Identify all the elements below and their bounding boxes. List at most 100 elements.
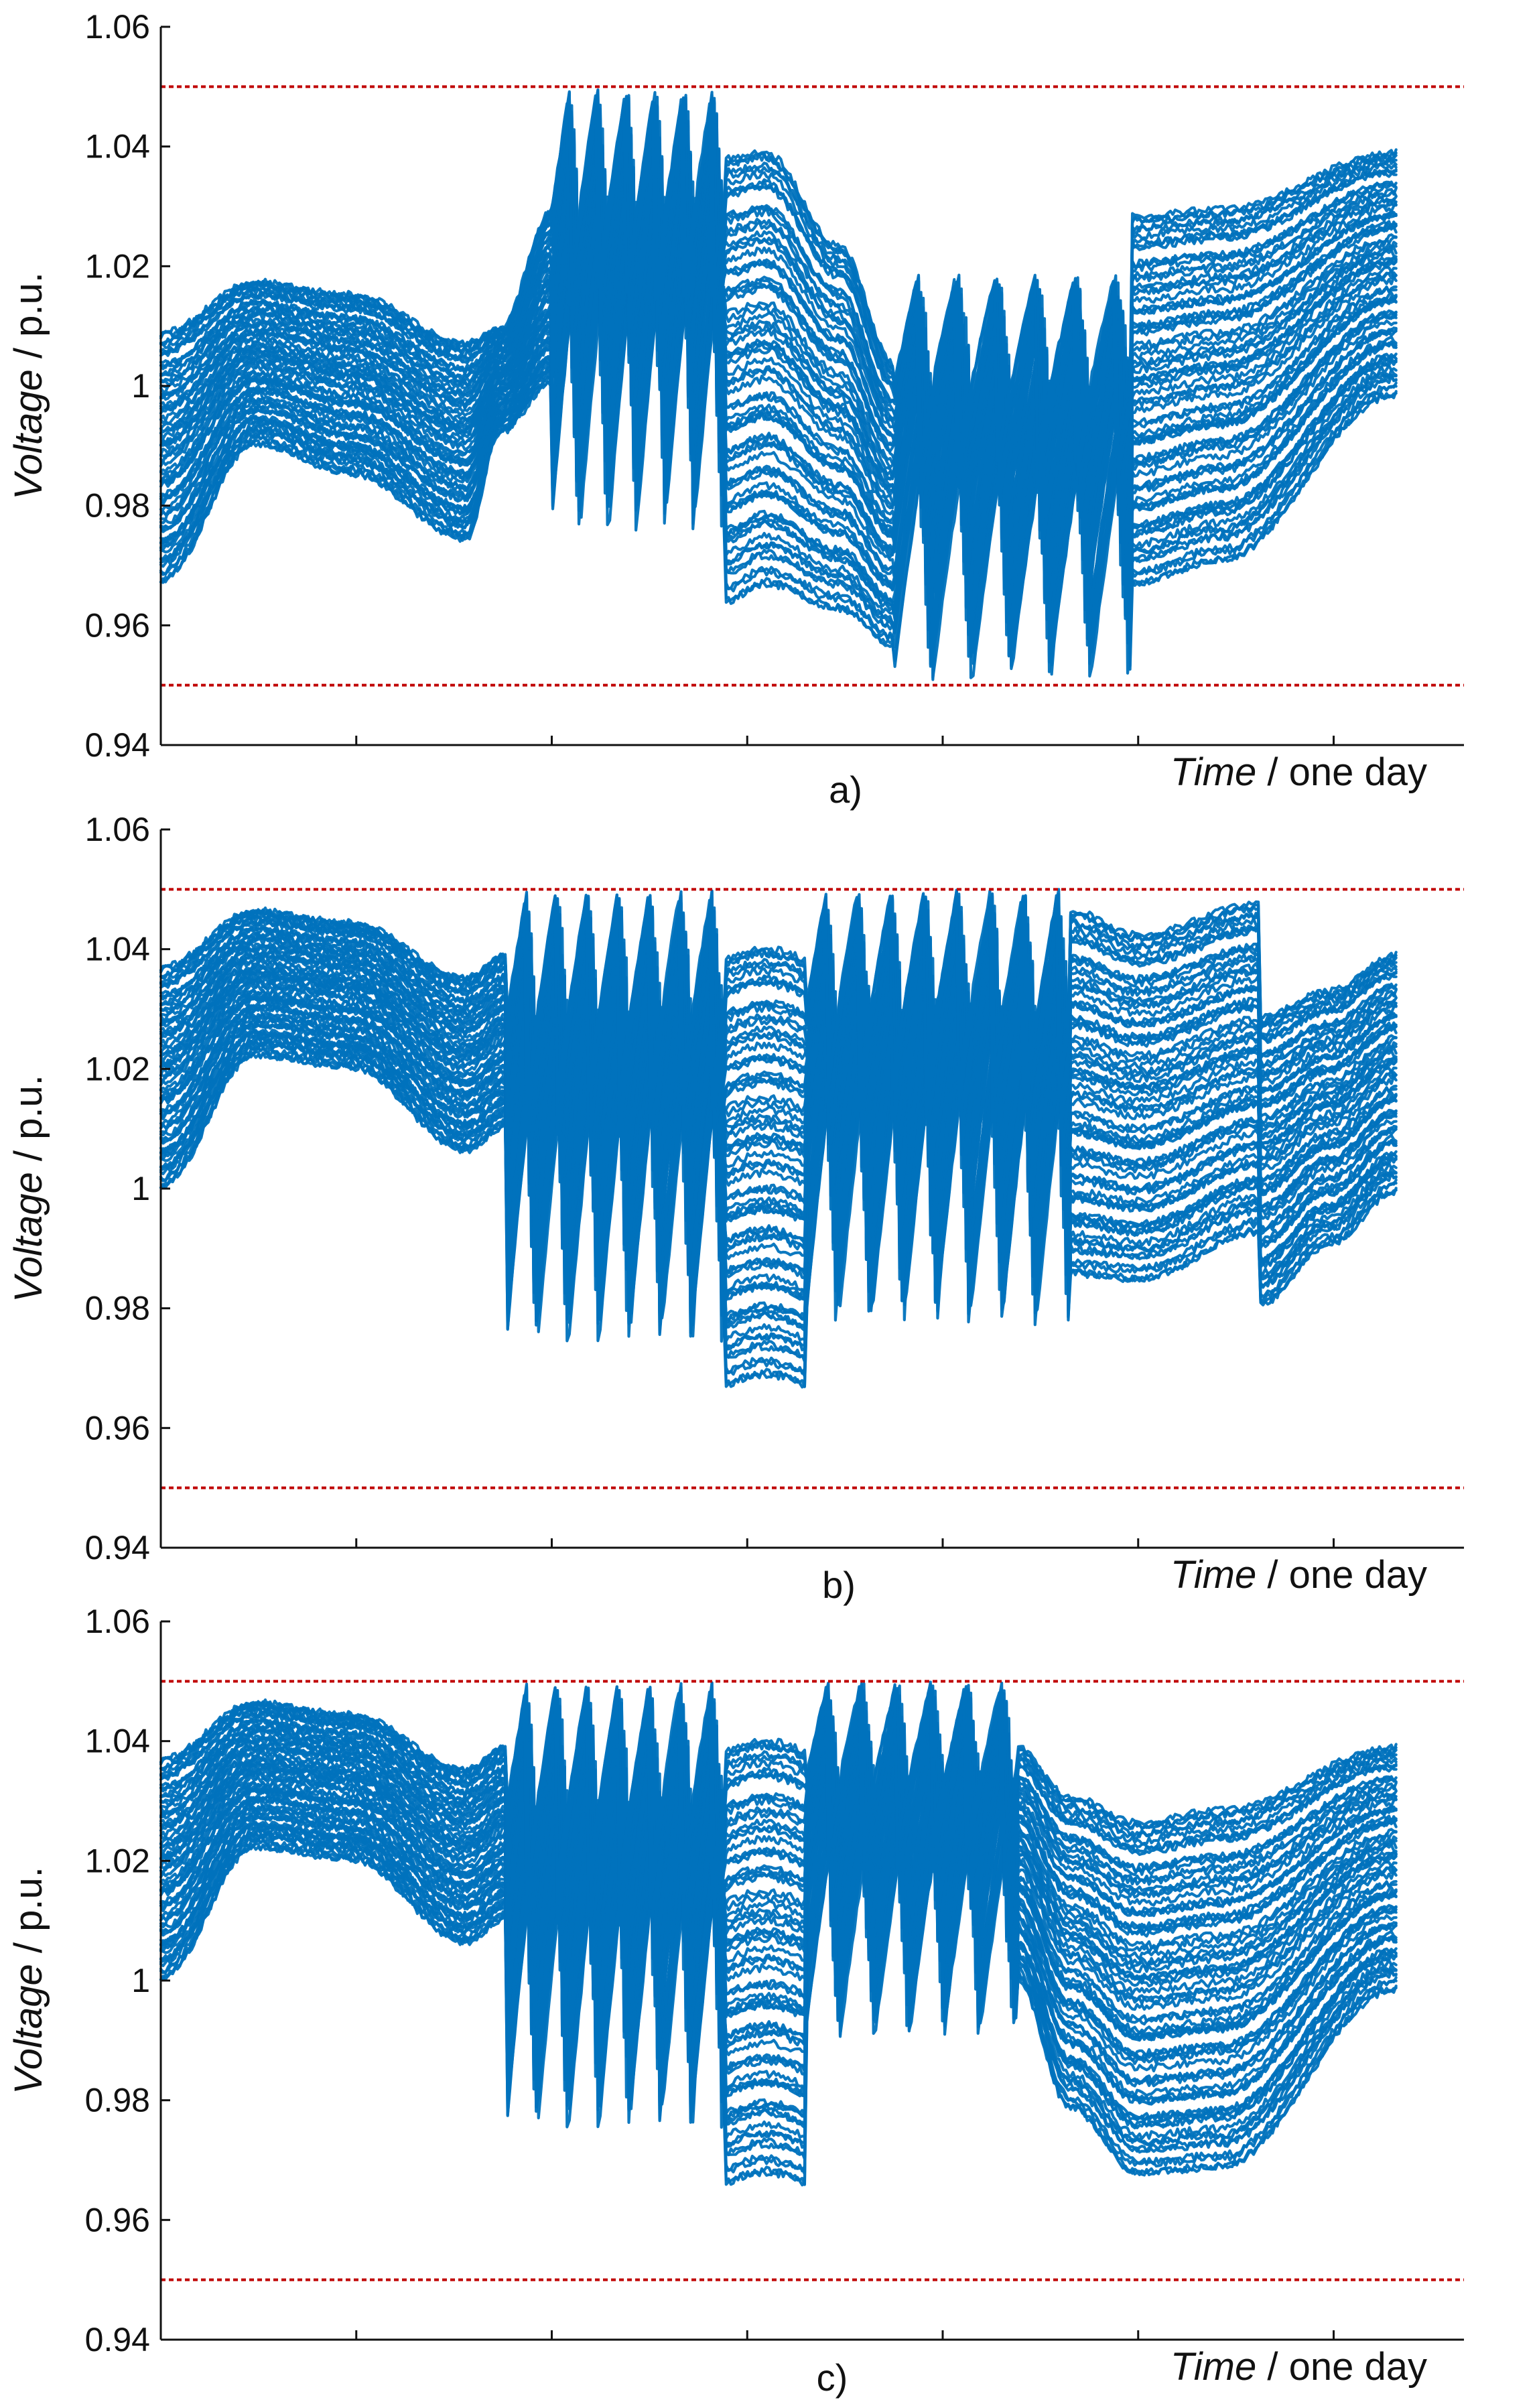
panel-c-bus-voltage-line-58 (159, 1697, 1398, 1938)
panel-b-label: b) (822, 1564, 856, 1606)
panel-a-bus-voltage-line-70 (159, 93, 1398, 464)
panel-b-y-tick-label-1: 0.96 (85, 1409, 150, 1447)
panel-a-label: a) (829, 768, 862, 811)
panel-b-bus-voltage-line-61 (159, 897, 1398, 1137)
panel-c-y-tick-label-6: 1.06 (85, 1603, 150, 1640)
panel-a-bus-voltage-line-6 (159, 205, 1398, 658)
panel-c-bus-voltage-line-36 (159, 1721, 1398, 2015)
panel-a-bus-voltage-line-47 (159, 117, 1398, 540)
panel-a-bus-voltage-line-31 (159, 149, 1398, 590)
panel-c-bus-voltage-line-66 (159, 1688, 1398, 1907)
panel-b-y-tick-label-4: 1.02 (85, 1050, 150, 1087)
panel-b-x-axis-label-time: Time (1171, 1553, 1256, 1597)
panel-c-bus-voltage-line-17 (159, 1753, 1398, 2105)
panel-b-y-ticks: 0.94 0.96 0.98 1 1.02 1.04 1.06 (85, 811, 170, 1566)
panel-c-bus-voltage-line-33 (159, 1725, 1398, 2026)
panel-a-bus-voltage-line-26 (159, 158, 1398, 609)
panel-a-bus-voltage-line-18 (159, 178, 1398, 624)
panel-b-y-tick-label-3: 1 (131, 1170, 150, 1207)
panel-a-y-axis-label-voltage: Voltage (7, 369, 50, 500)
panel-c-bus-voltage-line-71 (159, 1682, 1398, 1894)
panel-c-y-tick-label-2: 0.98 (85, 2082, 150, 2119)
panel-b-bus-voltage-line-2 (159, 1015, 1398, 1389)
panel-b-x-axis-label: Time / one day (1171, 1553, 1427, 1597)
panel-c-y-axis-label: Voltage / p.u. (7, 1867, 50, 2094)
panel-a-bus-voltage-line-42 (159, 125, 1398, 554)
panel-c-bus-voltage-line-26 (159, 1737, 1398, 2058)
panel-c-y-axis-label-voltage: Voltage (7, 1964, 50, 2094)
panel-b-bus-voltage-line-33 (159, 946, 1398, 1239)
panel-a-bus-voltage-line-45 (159, 123, 1398, 540)
panel-b-bus-voltage-line-63 (159, 896, 1398, 1138)
panel-c-bus-voltage-line-55 (159, 1700, 1398, 1934)
panel-c-x-ticks (159, 2330, 1335, 2340)
panel-a-x-axis-label-time: Time (1171, 750, 1256, 794)
panel-b-x-axis-label-unit: / one day (1256, 1553, 1427, 1597)
panel-a-bus-voltage-line-17 (159, 196, 1398, 637)
panel-b-y-tick-label-0: 0.94 (85, 1529, 150, 1566)
panel-c-bus-voltage-line-68 (159, 1681, 1398, 1900)
panel-a-bus-voltage-line-66 (159, 95, 1398, 482)
panel-c-series (159, 1680, 1398, 2187)
panel-a-x-axis-label: Time / one day (1171, 750, 1427, 794)
panel-c-bus-voltage-line-22 (159, 1749, 1398, 2073)
panel-c-y-ticks: 0.94 0.96 0.98 1 1.02 1.04 1.06 (85, 1603, 170, 2358)
panel-a-y-axis-label-unit: / p.u. (7, 272, 50, 369)
panel-b-bus-voltage-line-66 (159, 894, 1398, 1118)
panel-a-y-tick-label-1: 0.96 (85, 606, 150, 644)
panel-c-bus-voltage-line-9 (159, 1768, 1398, 2140)
panel-a-y-tick-label-3: 1 (131, 367, 150, 405)
panel-c-y-tick-label-1: 0.96 (85, 2201, 150, 2238)
panel-b-bus-voltage-line-55 (159, 904, 1398, 1146)
panel-b-bus-voltage-line-54 (159, 909, 1398, 1168)
panel-a-bus-voltage-line-61 (159, 101, 1398, 496)
panel-a-bus-voltage-line-51 (159, 111, 1398, 532)
panel-b-bus-voltage-line-26 (159, 959, 1398, 1268)
panel-a-bus-voltage-line-46 (159, 119, 1398, 546)
panel-b-bus-voltage-line-49 (159, 917, 1398, 1180)
panel-c-bus-voltage-line-60 (159, 1689, 1398, 1931)
panel-c-x-axis-label: Time / one day (1171, 2345, 1427, 2389)
panel-c-bus-voltage-line-49 (159, 1700, 1398, 1968)
panel-b-bus-voltage-line-22 (159, 963, 1398, 1261)
panel-b-bus-voltage-line-14 (159, 989, 1398, 1320)
panel-c-bus-voltage-line-46 (159, 1709, 1398, 1980)
panel-c: 0.94 0.96 0.98 1 1.02 1.04 1.06 c) Time / one … (7, 1603, 1464, 2399)
panel-b-y-axis-label-voltage: Voltage (7, 1172, 50, 1302)
panel-b-bus-voltage-line-70 (159, 888, 1398, 1095)
panel-a-y-tick-label-4: 1.02 (85, 247, 150, 285)
panel-a-bus-voltage-line-23 (159, 169, 1398, 611)
panel-b-y-axis-label-unit: / p.u. (7, 1075, 50, 1172)
panel-b-bus-voltage-line-68 (159, 890, 1398, 1111)
panel-c-bus-voltage-line-6 (159, 1778, 1398, 2161)
panel-c-label: c) (817, 2356, 848, 2399)
panel-c-bus-voltage-line-2 (159, 1784, 1398, 2187)
panel-b-bus-voltage-line-6 (159, 1010, 1398, 1363)
panel-a-bus-voltage-line-68 (159, 90, 1398, 473)
panel-a-y-tick-label-0: 0.94 (85, 726, 150, 764)
panel-c-bus-voltage-line-70 (159, 1680, 1398, 1885)
panel-c-y-tick-label-5: 1.04 (85, 1723, 150, 1760)
panel-c-y-tick-label-4: 1.02 (85, 1842, 150, 1879)
panel-a-y-axis-label: Voltage / p.u. (7, 272, 50, 500)
panel-b-bus-voltage-line-31 (159, 951, 1398, 1246)
panel-b-bus-voltage-line-17 (159, 984, 1398, 1302)
panel-a-bus-voltage-line-72 (159, 89, 1398, 465)
panel-a-bus-voltage-line-63 (159, 94, 1398, 494)
panel-a-y-tick-label-6: 1.06 (85, 8, 150, 46)
panel-b-bus-voltage-line-34 (159, 941, 1398, 1226)
panel-b-y-tick-label-5: 1.04 (85, 931, 150, 968)
panel-a-bus-voltage-line-36 (159, 138, 1398, 575)
panel-b-bus-voltage-line-42 (159, 927, 1398, 1200)
panel-b-bus-voltage-line-4 (159, 1008, 1398, 1375)
panel-a-y-ticks: 0.94 0.96 0.98 1 1.02 1.04 1.06 (85, 8, 170, 764)
panel-b-bus-voltage-line-18 (159, 980, 1398, 1294)
panel-b-bus-voltage-line-36 (159, 937, 1398, 1227)
panel-c-y-axis-label-unit: / p.u. (7, 1867, 50, 1964)
panel-c-bus-voltage-line-61 (159, 1688, 1398, 1926)
panel-c-x-axis-label-time: Time (1171, 2345, 1256, 2389)
panel-a-bus-voltage-line-37 (159, 131, 1398, 561)
panel-b-bus-voltage-line-9 (159, 999, 1398, 1343)
panel-a-y-tick-label-5: 1.04 (85, 128, 150, 165)
